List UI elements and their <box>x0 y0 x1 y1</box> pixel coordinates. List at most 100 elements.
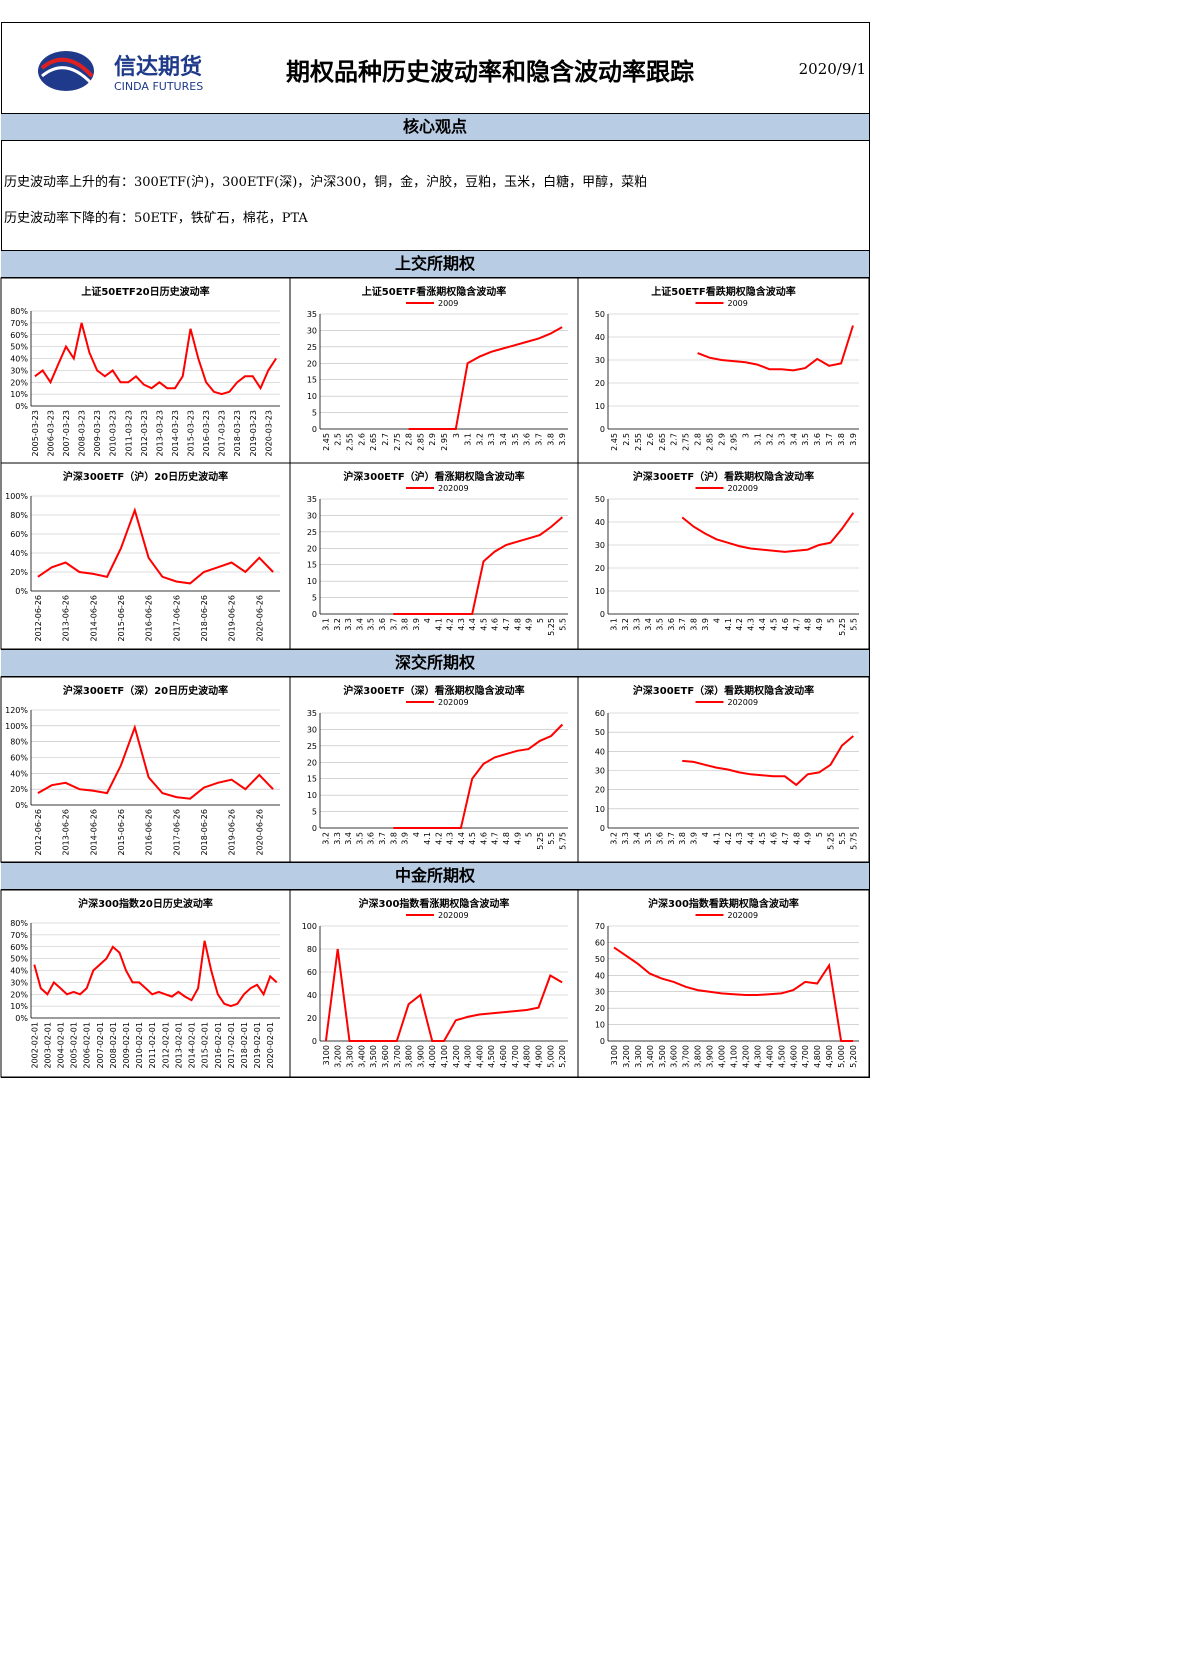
y-tick-label: 60% <box>10 530 28 539</box>
y-tick-label: 20% <box>10 785 28 794</box>
x-tick-label: 4.6 <box>769 832 778 845</box>
x-tick-label: 4,100 <box>730 1045 739 1068</box>
x-tick-label: 3.3 <box>333 832 342 845</box>
x-tick-label: 3,700 <box>682 1045 691 1068</box>
chart-title: 沪深300指数看涨期权隐含波动率 <box>359 897 510 910</box>
x-tick-label: 2005-03-23 <box>31 410 40 457</box>
x-tick-label: 2.5 <box>622 433 631 446</box>
y-tick-label: 0 <box>312 610 317 619</box>
x-tick-label: 4.3 <box>735 832 744 845</box>
y-tick-label: 30% <box>10 978 28 987</box>
x-tick-label: 4.5 <box>468 832 477 845</box>
y-tick-label: 30 <box>595 541 605 550</box>
x-tick-label: 4,700 <box>801 1045 810 1068</box>
x-tick-label: 4.2 <box>434 832 443 845</box>
series-line <box>33 940 278 1008</box>
x-tick-label: 3.6 <box>655 832 664 845</box>
x-tick-label: 5.25 <box>826 832 835 850</box>
x-tick-label: 5,000 <box>837 1045 846 1068</box>
x-tick-label: 4.7 <box>781 832 790 845</box>
x-tick-label: 3.2 <box>621 618 630 631</box>
x-tick-label: 3.7 <box>534 433 543 446</box>
x-tick-label: 4,600 <box>789 1045 798 1068</box>
y-tick-label: 80% <box>10 307 28 316</box>
x-tick-label: 3.8 <box>389 832 398 845</box>
x-tick-label: 3.6 <box>378 618 387 631</box>
x-tick-label: 2011-02-01 <box>148 1022 157 1069</box>
y-tick-label: 20 <box>595 379 605 388</box>
x-tick-label: 2.6 <box>357 433 366 446</box>
y-tick-label: 10 <box>307 392 317 401</box>
x-tick-label: 2020-06-26 <box>255 595 264 642</box>
x-tick-label: 2017-06-26 <box>172 809 181 856</box>
charts: 上证50ETF20日历史波动率0%10%20%30%40%50%60%70%80… <box>0 277 870 1078</box>
x-tick-label: 4,900 <box>534 1045 543 1068</box>
y-tick-label: 60 <box>595 938 605 947</box>
x-tick-label: 2017-06-26 <box>172 595 181 642</box>
y-tick-label: 80% <box>10 738 28 747</box>
x-tick-label: 4,500 <box>487 1045 496 1068</box>
x-tick-label: 3.6 <box>523 433 532 446</box>
chart-title: 沪深300指数20日历史波动率 <box>78 897 213 910</box>
y-tick-label: 25 <box>307 528 317 537</box>
x-tick-label: 2013-02-01 <box>174 1022 183 1069</box>
x-tick-label: 2014-03-23 <box>171 410 180 457</box>
chart-title: 上证50ETF看跌期权隐含波动率 <box>651 285 795 298</box>
x-tick-label: 2.95 <box>730 433 739 451</box>
y-tick-label: 5 <box>312 409 317 418</box>
series-line <box>324 948 563 1042</box>
y-tick-label: 60% <box>10 943 28 952</box>
x-tick-label: 3.9 <box>701 618 710 631</box>
x-tick-label: 2006-03-23 <box>46 410 55 457</box>
x-tick-label: 2018-06-26 <box>200 595 209 642</box>
y-tick-label: 10% <box>10 1002 28 1011</box>
x-tick-label: 2016-03-23 <box>202 410 211 457</box>
x-tick-label: 2004-02-01 <box>56 1022 65 1069</box>
x-tick-label: 2002-02-01 <box>30 1022 39 1069</box>
y-tick-label: 0 <box>312 425 317 434</box>
section-band: 核心观点 <box>1 113 869 141</box>
y-tick-label: 70 <box>595 922 605 931</box>
x-tick-label: 4,500 <box>777 1045 786 1068</box>
x-tick-label: 5 <box>826 618 835 623</box>
x-tick-label: 4.6 <box>479 832 488 845</box>
y-tick-label: 50 <box>595 495 605 504</box>
x-tick-label: 5.5 <box>849 618 858 631</box>
legend-label: 2009 <box>438 299 458 308</box>
x-tick-label: 3,200 <box>622 1045 631 1068</box>
y-tick-label: 0 <box>600 610 605 619</box>
x-tick-label: 2.9 <box>718 433 727 446</box>
y-tick-label: 10 <box>595 402 605 411</box>
x-tick-label: 4,200 <box>741 1045 750 1068</box>
core-line: 历史波动率上升的有：300ETF(沪)，300ETF(深)，沪深300，铜，金，… <box>4 175 648 190</box>
x-tick-label: 2.75 <box>682 433 691 451</box>
x-tick-label: 2014-06-26 <box>89 809 98 856</box>
x-tick-label: 3.4 <box>789 433 798 446</box>
y-tick-label: 20 <box>307 359 317 368</box>
y-tick-label: 20 <box>595 564 605 573</box>
chart-box <box>289 462 579 650</box>
x-tick-label: 2006-02-01 <box>83 1022 92 1069</box>
y-tick-label: 35 <box>307 709 317 718</box>
x-tick-label: 5.5 <box>558 618 567 631</box>
x-tick-label: 4.6 <box>491 618 500 631</box>
y-tick-label: 30 <box>307 326 317 335</box>
x-tick-label: 4.3 <box>457 618 466 631</box>
y-tick-label: 40% <box>10 355 28 364</box>
x-tick-label: 5,200 <box>558 1045 567 1068</box>
y-tick-label: 60% <box>10 754 28 763</box>
series-line <box>34 322 277 396</box>
x-tick-label: 4.7 <box>792 618 801 631</box>
x-tick-label: 4 <box>712 618 721 623</box>
x-tick-label: 3,700 <box>393 1045 402 1068</box>
x-tick-label: 2013-03-23 <box>155 410 164 457</box>
chart-box <box>0 462 291 650</box>
x-tick-label: 2015-06-26 <box>117 595 126 642</box>
x-tick-label: 3.1 <box>753 433 762 446</box>
logo: 信达期货 CINDA FUTURES <box>38 51 203 93</box>
x-tick-label: 3.7 <box>678 618 687 631</box>
y-tick-label: 30 <box>595 988 605 997</box>
series-line <box>408 326 563 430</box>
x-tick-label: 2019-06-26 <box>228 595 237 642</box>
y-tick-label: 0 <box>600 425 605 434</box>
